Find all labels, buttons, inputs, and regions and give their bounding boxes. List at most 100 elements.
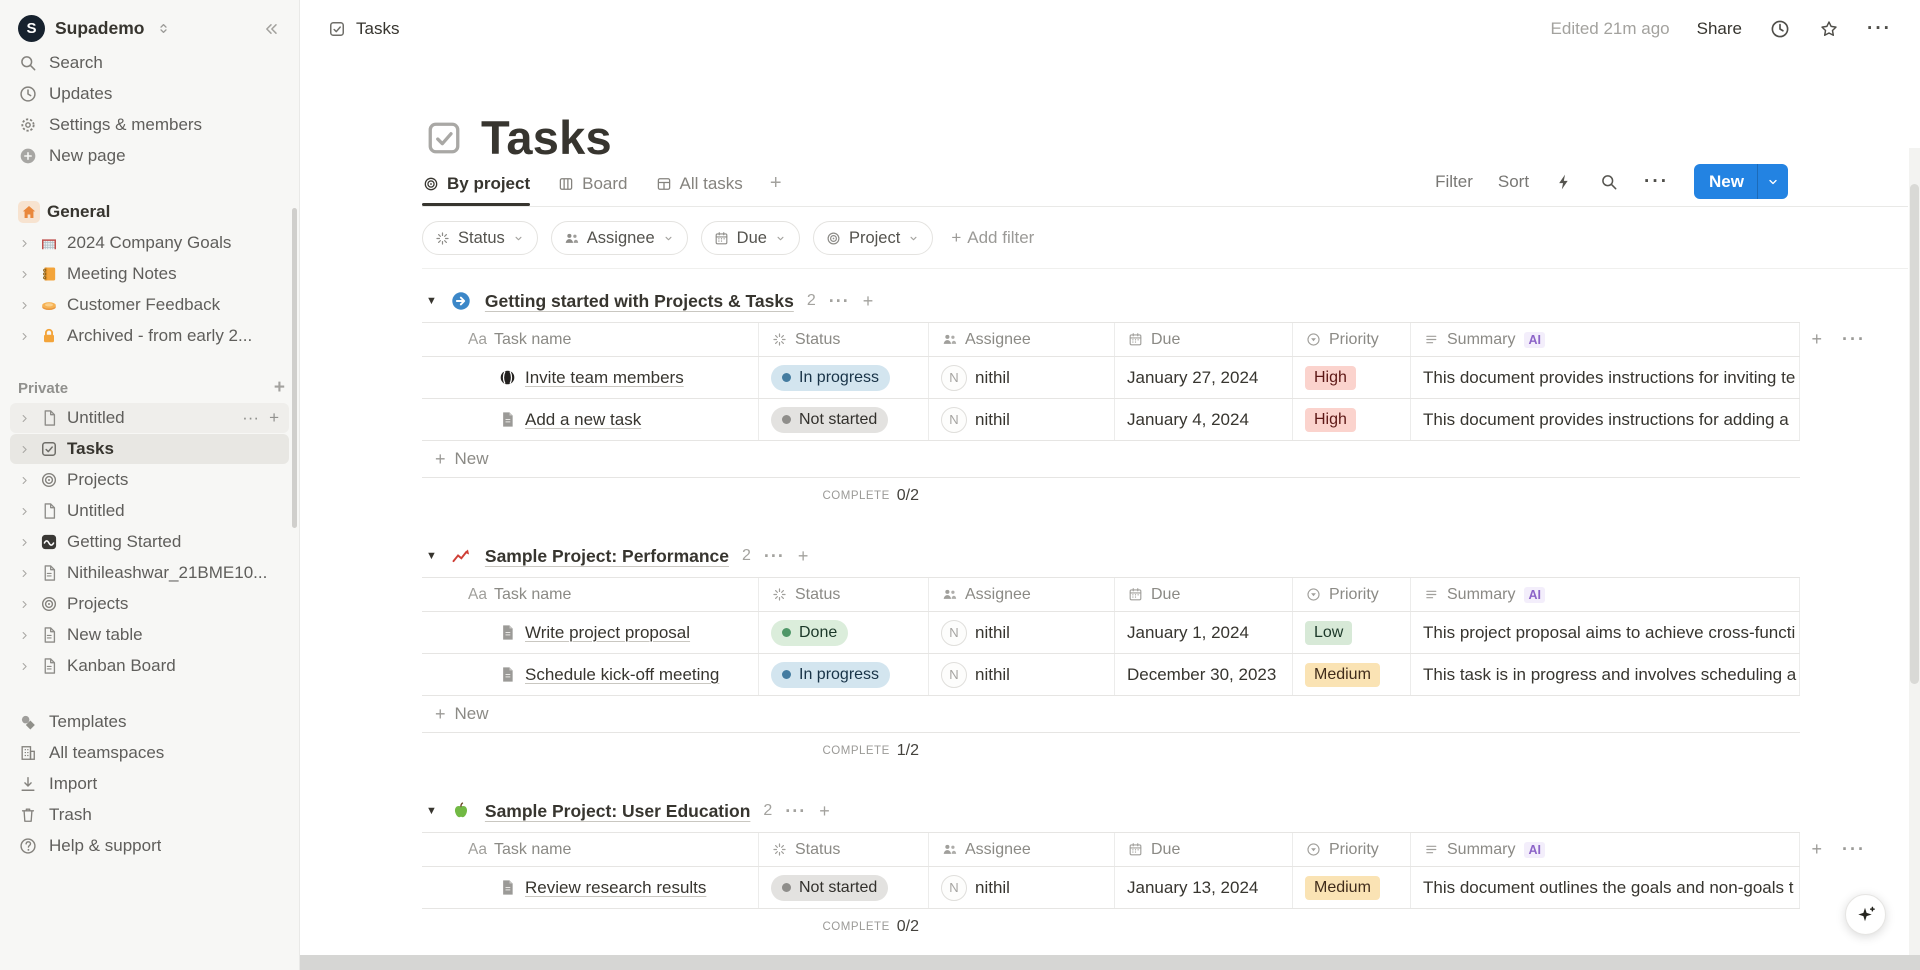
priority-cell[interactable]: Low <box>1293 612 1411 653</box>
vertical-scrollbar[interactable] <box>1909 148 1920 955</box>
breadcrumb[interactable]: Tasks <box>327 19 399 39</box>
vertical-scrollbar-thumb[interactable] <box>1910 184 1919 684</box>
sidebar-item-general[interactable]: General <box>10 197 289 227</box>
sidebar-item-nithileashwar[interactable]: Nithileashwar_21BME10... <box>10 558 289 588</box>
sidebar-item-settings[interactable]: Settings & members <box>10 110 289 140</box>
status-badge[interactable]: Not started <box>771 874 889 901</box>
sidebar-item-tasks[interactable]: Tasks <box>10 434 289 464</box>
sidebar-item-all-teamspaces[interactable]: All teamspaces <box>10 738 289 768</box>
task-name-link[interactable]: Schedule kick-off meeting <box>525 664 720 684</box>
expand-chevron-icon[interactable] <box>18 443 31 456</box>
status-badge[interactable]: Done <box>771 619 849 646</box>
summary-cell[interactable]: This task is in progress and involves sc… <box>1411 654 1800 695</box>
group-title[interactable]: Sample Project: Performance <box>484 545 730 566</box>
bolt-icon[interactable] <box>1554 172 1574 192</box>
sidebar-item-customer-feedback[interactable]: Customer Feedback <box>10 290 289 320</box>
status-badge[interactable]: In progress <box>771 364 891 391</box>
collapse-triangle-icon[interactable]: ▼ <box>426 295 437 307</box>
group-add-button[interactable]: + <box>862 290 874 311</box>
sidebar-item-projects-1[interactable]: Projects <box>10 465 289 495</box>
sort-button[interactable]: Sort <box>1497 171 1530 191</box>
group-title[interactable]: Getting started with Projects & Tasks <box>484 290 794 311</box>
page-options-button[interactable]: ··· <box>1867 18 1892 39</box>
sidebar-item-kanban-board[interactable]: Kanban Board <box>10 651 289 681</box>
expand-chevron-icon[interactable] <box>18 505 31 518</box>
add-view-button[interactable]: + <box>769 172 782 194</box>
sidebar-item-archived[interactable]: Archived - from early 2... <box>10 321 289 351</box>
sidebar-item-updates[interactable]: Updates <box>10 79 289 109</box>
sidebar-scrollbar[interactable] <box>292 208 297 528</box>
tab-all-tasks[interactable]: All tasks <box>655 174 743 205</box>
expand-chevron-icon[interactable] <box>18 629 31 642</box>
add-subpage-button[interactable]: + <box>269 408 279 427</box>
sidebar-item-untitled-1[interactable]: Untitled ··· + <box>10 403 289 433</box>
expand-chevron-icon[interactable] <box>18 412 31 425</box>
priority-cell[interactable]: High <box>1293 399 1411 440</box>
expand-chevron-icon[interactable] <box>18 299 31 312</box>
sidebar-item-new-table[interactable]: New table <box>10 620 289 650</box>
expand-chevron-icon[interactable] <box>18 330 31 343</box>
priority-cell[interactable]: Medium <box>1293 654 1411 695</box>
add-column-button[interactable]: + <box>1811 839 1823 859</box>
sidebar-item-search[interactable]: Search <box>10 48 289 78</box>
workspace-switcher[interactable]: S Supademo <box>10 10 289 47</box>
filter-pill-assignee[interactable]: Assignee <box>550 221 688 255</box>
sidebar-item-trash[interactable]: Trash <box>10 800 289 830</box>
group-options-button[interactable]: ··· <box>785 800 807 821</box>
add-row-button[interactable]: + New <box>422 696 1800 733</box>
column-calculation[interactable]: COMPLETE 0/2 <box>822 918 919 935</box>
sidebar-item-templates[interactable]: Templates <box>10 707 289 737</box>
sidebar-item-import[interactable]: Import <box>10 769 289 799</box>
summary-cell[interactable]: This document outlines the goals and non… <box>1411 867 1800 908</box>
due-cell[interactable]: January 1, 2024 <box>1115 612 1293 653</box>
task-name-link[interactable]: Review research results <box>525 877 707 897</box>
sidebar-item-company-goals[interactable]: 2024 Company Goals <box>10 228 289 258</box>
new-task-button[interactable]: New <box>1694 164 1788 199</box>
due-cell[interactable]: January 4, 2024 <box>1115 399 1293 440</box>
task-name-link[interactable]: Invite team members <box>525 367 684 387</box>
summary-cell[interactable]: This project proposal aims to achieve cr… <box>1411 612 1800 653</box>
add-column-button[interactable]: + <box>1811 329 1823 349</box>
sidebar-item-untitled-2[interactable]: Untitled <box>10 496 289 526</box>
table-options-button[interactable]: ··· <box>1842 329 1866 349</box>
column-calculation[interactable]: COMPLETE 1/2 <box>822 742 919 759</box>
sidebar-collapse-icon[interactable] <box>261 19 281 39</box>
status-badge[interactable]: In progress <box>771 661 891 688</box>
expand-chevron-icon[interactable] <box>18 268 31 281</box>
column-calculation[interactable]: COMPLETE 0/2 <box>822 487 919 504</box>
page-title[interactable]: Tasks <box>481 111 612 164</box>
due-cell[interactable]: December 30, 2023 <box>1115 654 1293 695</box>
sidebar-item-meeting-notes[interactable]: Meeting Notes <box>10 259 289 289</box>
tab-board[interactable]: Board <box>557 174 628 205</box>
due-cell[interactable]: January 27, 2024 <box>1115 357 1293 398</box>
add-filter-button[interactable]: + Add filter <box>951 228 1035 247</box>
share-button[interactable]: Share <box>1696 19 1743 38</box>
filter-pill-due[interactable]: Due <box>700 221 800 255</box>
group-options-button[interactable]: ··· <box>763 545 785 566</box>
history-clock-icon[interactable] <box>1769 18 1791 40</box>
group-options-button[interactable]: ··· <box>828 290 850 311</box>
status-badge[interactable]: Not started <box>771 406 889 433</box>
expand-chevron-icon[interactable] <box>18 567 31 580</box>
page-options-button[interactable]: ··· <box>242 408 260 427</box>
table-options-button[interactable]: ··· <box>1842 839 1866 859</box>
collapse-triangle-icon[interactable]: ▼ <box>426 805 437 817</box>
sidebar-item-projects-2[interactable]: Projects <box>10 589 289 619</box>
priority-cell[interactable]: High <box>1293 357 1411 398</box>
filter-pill-project[interactable]: Project <box>812 221 934 255</box>
task-name-link[interactable]: Write project proposal <box>525 622 691 642</box>
add-row-button[interactable]: + New <box>422 441 1800 478</box>
summary-cell[interactable]: This document provides instructions for … <box>1411 399 1800 440</box>
expand-chevron-icon[interactable] <box>18 536 31 549</box>
group-add-button[interactable]: + <box>797 545 809 566</box>
task-name-link[interactable]: Add a new task <box>525 409 642 429</box>
favorite-star-icon[interactable] <box>1818 18 1840 40</box>
group-add-button[interactable]: + <box>819 800 830 821</box>
priority-cell[interactable]: Medium <box>1293 867 1411 908</box>
new-dropdown-chevron-icon[interactable] <box>1757 164 1788 199</box>
expand-chevron-icon[interactable] <box>18 598 31 611</box>
